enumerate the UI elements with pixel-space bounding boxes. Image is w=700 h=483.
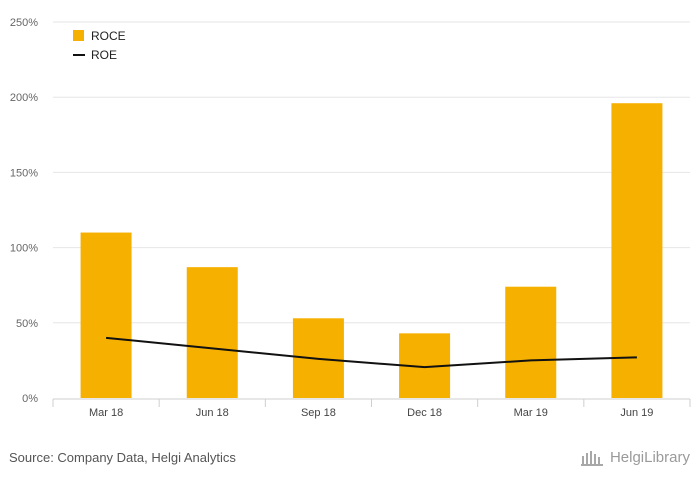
y-tick-label: 150%: [10, 167, 38, 179]
legend-item-roe: ROE: [73, 48, 117, 62]
y-tick-label: 50%: [16, 318, 38, 330]
roe-line-group: [105, 336, 637, 369]
bar-roce: [505, 286, 557, 398]
gridlines: [53, 21, 690, 324]
source-note: Source: Company Data, Helgi Analytics: [9, 450, 236, 465]
bar-roce: [186, 267, 238, 398]
y-tick-label: 100%: [10, 243, 38, 255]
legend-label-roe: ROE: [91, 48, 117, 62]
y-axis-ticks: 0% 50% 100% 150% 200% 250%: [10, 17, 38, 405]
y-tick-label: 200%: [10, 92, 38, 104]
x-axis: Mar 18 Jun 18 Sep 18 Dec 18 Mar 19 Jun 19: [52, 398, 691, 419]
x-tick-label: Dec 18: [407, 407, 442, 419]
brand-text: HelgiLibrary: [609, 448, 690, 466]
y-tick-label: 250%: [10, 17, 38, 29]
legend-swatch-roce: [73, 30, 84, 41]
x-tick-label: Sep 18: [301, 407, 336, 419]
x-tick-label: Jun 18: [196, 407, 229, 419]
roe-line: [105, 336, 637, 369]
x-tick-label: Mar 18: [89, 407, 123, 419]
legend: ROCE ROE: [73, 29, 126, 62]
legend-label-roce: ROCE: [91, 29, 126, 43]
bars: [80, 103, 663, 398]
legend-item-roce: ROCE: [73, 29, 126, 43]
chart: 0% 50% 100% 150% 200% 250% Mar 18 Jun 18 Sep 18…: [10, 17, 691, 419]
bar-roce: [611, 103, 663, 398]
y-tick-label: 0%: [22, 393, 38, 405]
x-tick-label: Mar 19: [514, 407, 548, 419]
brand-logo: HelgiLibrary: [580, 447, 690, 467]
bar-roce: [80, 232, 132, 398]
library-icon: [580, 447, 606, 467]
x-tick-label: Jun 19: [620, 407, 653, 419]
